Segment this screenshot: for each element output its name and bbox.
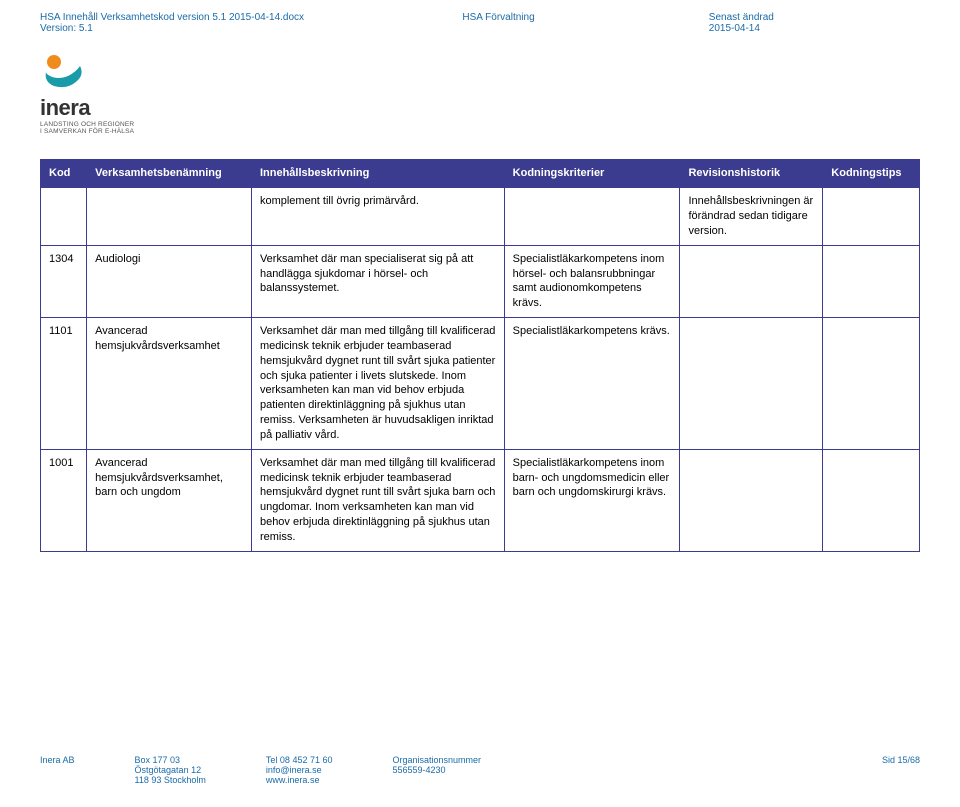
- logo-sub2: I SAMVERKAN FÖR E-HÄLSA: [40, 128, 920, 135]
- cell-innehall: komplement till övrig primärvård.: [251, 188, 504, 246]
- th-kod: Kod: [41, 160, 87, 188]
- cell-tips: [823, 449, 920, 551]
- footer-email: info@inera.se: [266, 765, 333, 775]
- footer-orgnr-label: Organisationsnummer: [392, 755, 481, 765]
- cell-benamn: Audiologi: [87, 245, 252, 317]
- cell-benamn: [87, 188, 252, 246]
- logo-main: inera: [40, 95, 920, 121]
- footer-city: 118 93 Stockholm: [135, 775, 206, 785]
- logo-block: inera LANDSTING OCH REGIONER I SAMVERKAN…: [40, 52, 920, 135]
- table-row: 1304 Audiologi Verksamhet där man specia…: [41, 245, 920, 317]
- cell-tips: [823, 318, 920, 450]
- footer-orgnr: 556559-4230: [392, 765, 481, 775]
- th-rev: Revisionshistorik: [680, 160, 823, 188]
- cell-kodkrit: Specialistläkarkompetens krävs.: [504, 318, 680, 450]
- footer-orgnr-col: Organisationsnummer 556559-4230: [392, 755, 481, 785]
- changed-date: 2015-04-14: [709, 23, 920, 34]
- table-header-row: Kod Verksamhetsbenämning Innehållsbeskri…: [41, 160, 920, 188]
- footer-company: Inera AB: [40, 755, 75, 765]
- table-row: komplement till övrig primärvård. Innehå…: [41, 188, 920, 246]
- footer-www: www.inera.se: [266, 775, 333, 785]
- footer-company-col: Inera AB: [40, 755, 75, 785]
- doc-title: HSA Innehåll Verksamhetskod version 5.1 …: [40, 12, 462, 23]
- cell-kod: 1001: [41, 449, 87, 551]
- footer-street: Östgötagatan 12: [135, 765, 206, 775]
- header-info-table: HSA Innehåll Verksamhetskod version 5.1 …: [40, 12, 920, 34]
- cell-rev: [680, 245, 823, 317]
- footer-contact-col: Tel 08 452 71 60 info@inera.se www.inera…: [266, 755, 333, 785]
- cell-kodkrit: [504, 188, 680, 246]
- th-benamn: Verksamhetsbenämning: [87, 160, 252, 188]
- cell-tips: [823, 245, 920, 317]
- doc-version: Version: 5.1: [40, 23, 462, 34]
- table-row: 1001 Avancerad hemsjukvårdsverksamhet, b…: [41, 449, 920, 551]
- changed-label: Senast ändrad: [709, 12, 920, 23]
- cell-benamn: Avancerad hemsjukvårdsverksamhet, barn o…: [87, 449, 252, 551]
- cell-rev: Innehållsbeskrivningen är förändrad seda…: [680, 188, 823, 246]
- footer-tel: Tel 08 452 71 60: [266, 755, 333, 765]
- th-tips: Kodningstips: [823, 160, 920, 188]
- footer-address-col: Box 177 03 Östgötagatan 12 118 93 Stockh…: [135, 755, 206, 785]
- logo-sub1: LANDSTING OCH REGIONER: [40, 121, 920, 128]
- cell-kod: 1304: [41, 245, 87, 317]
- footer-box: Box 177 03: [135, 755, 206, 765]
- cell-benamn: Avancerad hemsjukvårdsverksamhet: [87, 318, 252, 450]
- th-innehall: Innehållsbeskrivning: [251, 160, 504, 188]
- cell-kodkrit: Specialistläkarkompetens inom barn- och …: [504, 449, 680, 551]
- cell-tips: [823, 188, 920, 246]
- cell-kod: [41, 188, 87, 246]
- cell-rev: [680, 449, 823, 551]
- logo-text: inera LANDSTING OCH REGIONER I SAMVERKAN…: [40, 95, 920, 135]
- doc-department: HSA Förvaltning: [462, 12, 708, 23]
- main-data-table: Kod Verksamhetsbenämning Innehållsbeskri…: [40, 159, 920, 552]
- cell-kodkrit: Specialistläkarkompetens inom hörsel- oc…: [504, 245, 680, 317]
- page-footer: Inera AB Box 177 03 Östgötagatan 12 118 …: [40, 755, 920, 785]
- logo-swirl-icon: [40, 52, 86, 90]
- page-header: HSA Innehåll Verksamhetskod version 5.1 …: [0, 0, 960, 135]
- cell-innehall: Verksamhet där man med tillgång till kva…: [251, 449, 504, 551]
- cell-innehall: Verksamhet där man specialiserat sig på …: [251, 245, 504, 317]
- cell-kod: 1101: [41, 318, 87, 450]
- footer-page: Sid 15/68: [882, 755, 920, 765]
- cell-innehall: Verksamhet där man med tillgång till kva…: [251, 318, 504, 450]
- cell-rev: [680, 318, 823, 450]
- footer-page-col: Sid 15/68: [882, 755, 920, 785]
- th-kodkrit: Kodningskriterier: [504, 160, 680, 188]
- table-row: 1101 Avancerad hemsjukvårdsverksamhet Ve…: [41, 318, 920, 450]
